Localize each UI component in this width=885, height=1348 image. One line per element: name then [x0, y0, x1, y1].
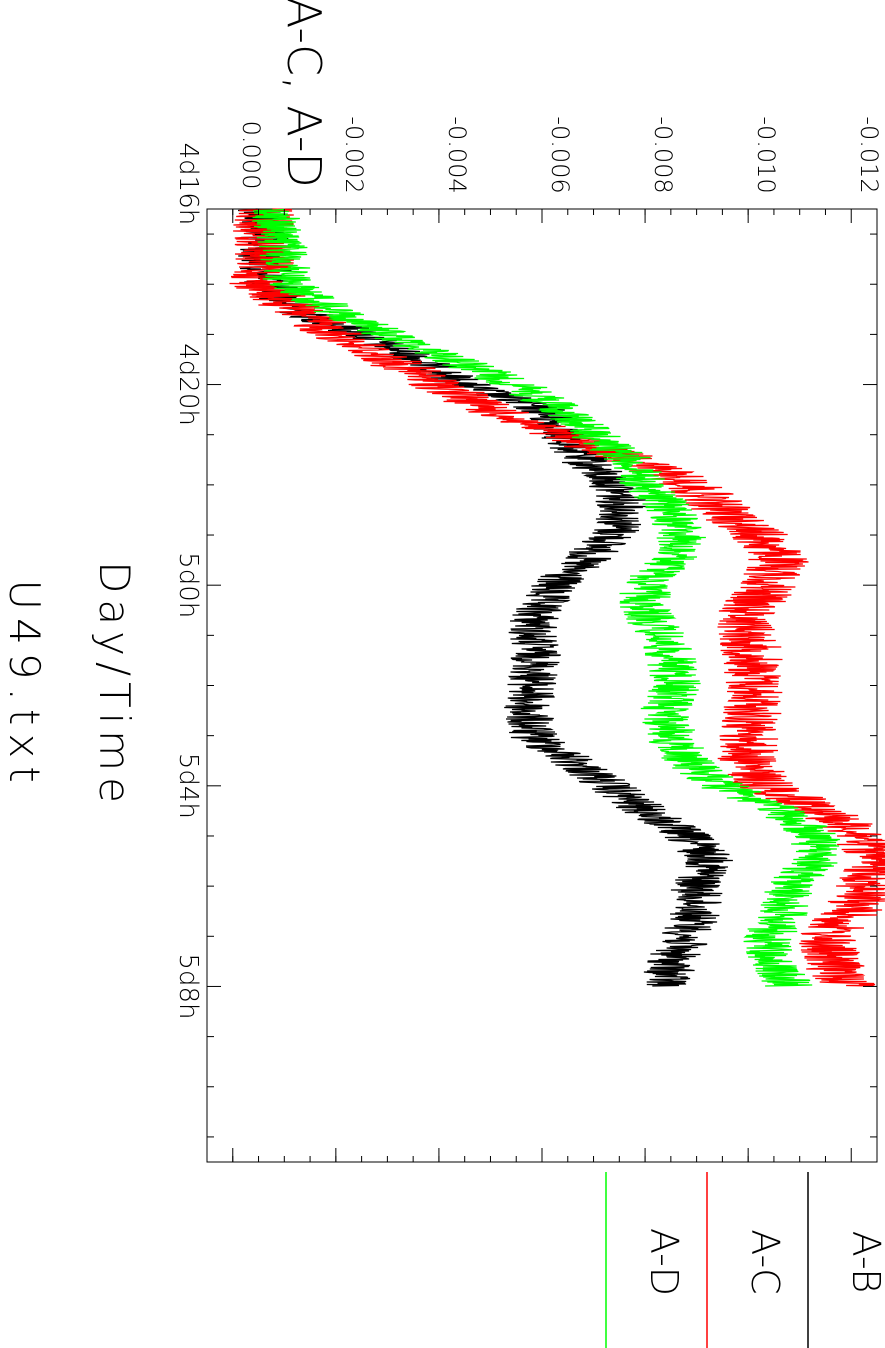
x-tick-label: 5d0h [173, 552, 203, 618]
chart-title: A-B, A-C, A-D [277, 0, 331, 188]
y-tick-label: -0.012 [855, 116, 883, 193]
x-tick-label: 4d20h [173, 343, 203, 426]
x-tick-label: 5d8h [173, 953, 203, 1019]
y-tick-label: -0.006 [546, 116, 574, 193]
x-axis-ticks: 4d16h 4d20h 5d0h 5d4h 5d8h [173, 143, 877, 1138]
chart-subtitle: U49.txt [0, 579, 49, 790]
series-layer [229, 208, 885, 987]
x-tick-label: 4d16h [173, 143, 203, 226]
series-line-a-d [252, 208, 840, 987]
legend-label: A-B [844, 1231, 885, 1293]
x-tick-label: 5d4h [173, 753, 203, 819]
legend: A-B A-C A-D [605, 1172, 885, 1348]
y-tick-label: -0.010 [752, 116, 780, 193]
legend-label: A-C [743, 1229, 787, 1294]
legend-label: A-D [642, 1228, 686, 1296]
x-axis-label: Day/Time [90, 561, 139, 809]
y-tick-label: -0.002 [340, 116, 368, 193]
y-axis-ticks: 0.000 -0.002 -0.004 -0.006 -0.008 -0.010 -0.01… [232, 116, 883, 1162]
y-tick-label: -0.008 [649, 116, 677, 193]
series-line-a-b [238, 208, 733, 987]
y-tick-label: 0.000 [237, 121, 265, 190]
y-tick-label: -0.004 [443, 116, 471, 193]
series-line-a-c [229, 208, 885, 987]
